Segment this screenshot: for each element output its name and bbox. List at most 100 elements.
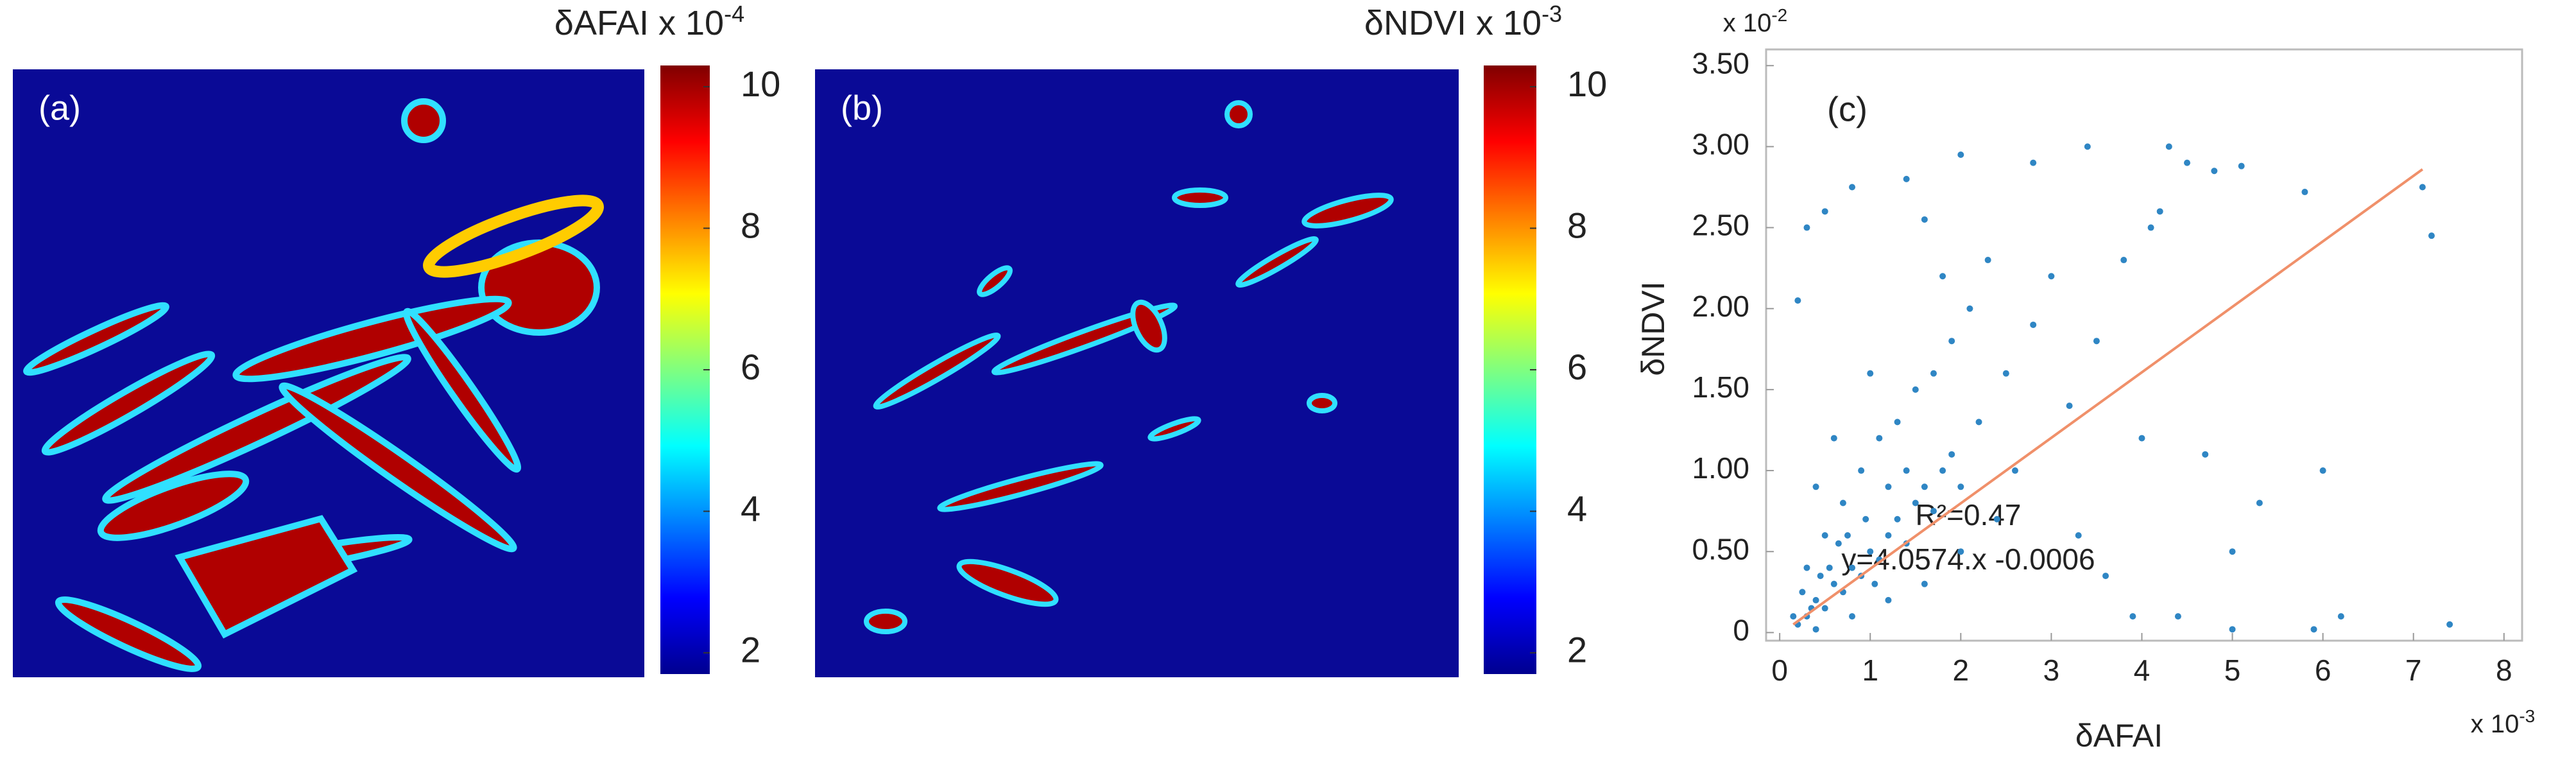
scatter-point [2011, 467, 2018, 474]
scatter-point [1862, 515, 1869, 523]
y-tick-label: 1.00 [1692, 451, 1749, 485]
scatter-point [2256, 499, 2263, 507]
scatter-point [1839, 499, 1846, 507]
colorbar-tick-label: 10 [1567, 64, 1607, 104]
x-tick-label: 8 [2496, 654, 2512, 687]
scatter-point [2138, 435, 2145, 442]
y-multiplier-text: x 10 [1723, 9, 1772, 37]
scatter-point [1858, 467, 1865, 474]
scatter-point [1903, 175, 1910, 182]
colorbar-tick-label: 4 [1567, 488, 1587, 528]
colorbar-title: δAFAI x 10-4 [554, 1, 744, 43]
scatter-point [2428, 232, 2435, 239]
scatter-point [2048, 273, 2055, 280]
y-multiplier: x 10-2 [1723, 5, 1788, 37]
map-b [815, 69, 1459, 677]
y-tick-label: 3.00 [1692, 128, 1749, 161]
scatter-point [1912, 499, 1919, 507]
fit-line [1792, 168, 2423, 626]
scatter-point [2202, 451, 2209, 458]
scatter-point [1799, 589, 1806, 596]
scatter-point [1871, 580, 1878, 587]
scatter-point [1812, 483, 1819, 490]
y-tick-label: 2.50 [1692, 209, 1749, 242]
colorbar-exponent: -3 [1541, 1, 1562, 27]
colorbar-tick-label: 4 [741, 488, 760, 528]
scatter-point [1844, 532, 1851, 539]
scatter-point [1817, 573, 1824, 580]
scatter-point [2211, 168, 2218, 175]
scatter-point [1966, 305, 1973, 312]
y-tick-label: 0 [1733, 614, 1749, 647]
scatter-point [1921, 580, 1928, 587]
x-tick-label: 0 [1771, 654, 1788, 687]
x-tick-label: 3 [2043, 654, 2060, 687]
scatter-point [1826, 564, 1833, 571]
scatter-point [1830, 435, 1837, 442]
scatter-point [2319, 467, 2326, 474]
colorbar-a [660, 65, 710, 674]
scatter-point [1821, 605, 1828, 612]
scatter-point [1975, 419, 1982, 426]
scatter-point [1894, 515, 1901, 523]
scatter-point [1849, 613, 1856, 620]
scatter-point [1948, 451, 1955, 458]
panel-label: (c) [1827, 90, 1868, 128]
scatter-point [1930, 370, 1937, 377]
scatter-point [2002, 370, 2009, 377]
y-exponent: -2 [1771, 5, 1787, 25]
scatter-point [2084, 143, 2091, 150]
scatter-point [1885, 483, 1892, 490]
scatter-point [1821, 532, 1828, 539]
scatter-point [1957, 548, 1964, 555]
scatter-point [2156, 208, 2163, 215]
x-tick-label: 1 [1862, 654, 1878, 687]
scatter-point [2093, 338, 2100, 345]
scatter-point [2337, 613, 2344, 620]
scatter-point [2229, 548, 2236, 555]
scatter-point [1930, 508, 1937, 515]
colorbar-title-text: δNDVI x 10 [1364, 4, 1541, 42]
x-tick-label: 6 [2315, 654, 2331, 687]
scatter-point [1794, 297, 1801, 304]
colorbar-tick-label: 10 [741, 64, 780, 104]
scatter-point [2446, 621, 2453, 628]
scatter-point [1921, 483, 1928, 490]
x-exponent: -3 [2519, 706, 2535, 726]
scatter-point [2129, 613, 2136, 620]
colorbar-title: δNDVI x 10-3 [1364, 1, 1562, 43]
scatter-point [1867, 548, 1874, 555]
scatter-point [1876, 435, 1883, 442]
scatter-point [1921, 216, 1928, 223]
scatter-point [2075, 532, 2082, 539]
scatter-point [2102, 573, 2109, 580]
scatter-point [1821, 208, 1828, 215]
x-multiplier: x 10-3 [2471, 706, 2536, 738]
scatter-point [1803, 224, 1810, 231]
scatter-point [1957, 483, 1964, 490]
scatter-point [1912, 386, 1919, 393]
scatter-point [1803, 564, 1810, 571]
scatter-point [1790, 613, 1797, 620]
scatter-point [2147, 224, 2154, 231]
scatter-point [1993, 515, 2000, 523]
colorbar-title-text: δAFAI x 10 [554, 4, 724, 42]
scatter-point [1812, 596, 1819, 603]
scatter-point [1948, 338, 1955, 345]
y-tick-label: 1.50 [1692, 370, 1749, 404]
x-tick-label: 2 [1953, 654, 1970, 687]
x-tick-label: 4 [2134, 654, 2151, 687]
annotation: R²=0.47 [1916, 498, 2022, 532]
scatter-point [2310, 626, 2317, 633]
scatter-point [1903, 467, 1910, 474]
scatter-point [1812, 626, 1819, 633]
x-tick-label: 7 [2405, 654, 2422, 687]
y-tick-label: 0.50 [1692, 532, 1749, 566]
panel-label: (b) [841, 89, 883, 127]
scatter-point [2238, 162, 2245, 169]
colorbar-tick-label: 2 [1567, 630, 1587, 670]
scatter-point [1939, 273, 1946, 280]
scatter-point [2066, 403, 2073, 410]
